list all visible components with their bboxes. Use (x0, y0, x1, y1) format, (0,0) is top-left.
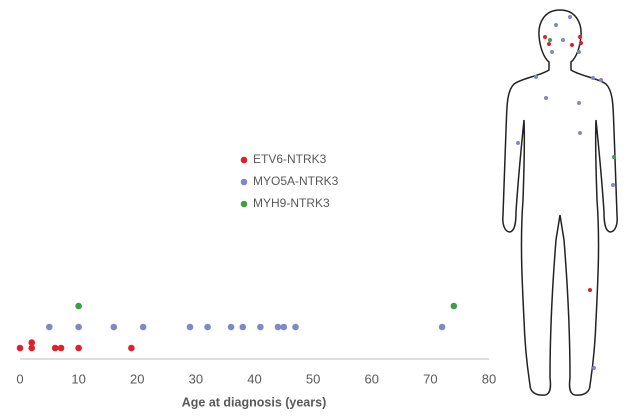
data-point (128, 344, 135, 352)
data-point (227, 323, 235, 331)
body-dots (516, 15, 616, 370)
data-point (239, 323, 247, 331)
data-point (57, 344, 65, 352)
x-tick-label: 0 (16, 371, 23, 386)
data-point (204, 323, 211, 331)
data-point (75, 344, 82, 352)
x-tick-label: 70 (423, 371, 437, 386)
data-point (28, 344, 36, 352)
body-outline (502, 9, 618, 396)
body-dot (578, 35, 582, 39)
x-tick-label: 80 (482, 371, 496, 386)
x-tick-label: 30 (189, 371, 203, 386)
body-dot (534, 75, 538, 79)
data-point (257, 323, 264, 331)
data-point (16, 344, 24, 352)
data-point (280, 323, 288, 331)
legend-swatch (240, 178, 248, 186)
body-dot (516, 141, 520, 145)
body-dot (611, 183, 615, 187)
body-dot (588, 288, 592, 292)
body-dot (591, 76, 595, 80)
body-dot (592, 366, 596, 370)
body-dot (570, 43, 574, 47)
body-dot (599, 78, 603, 82)
x-axis-title: Age at diagnosis (years) (182, 395, 327, 409)
x-tick-label: 10 (71, 371, 85, 386)
data-point (75, 302, 82, 310)
body-dot (544, 96, 548, 100)
x-tick-label: 60 (365, 371, 379, 386)
data-point (274, 323, 282, 331)
body-dot (577, 101, 581, 105)
data-point (186, 323, 194, 331)
data-point (28, 339, 36, 346)
body-dot (543, 35, 547, 39)
x-tick-label: 20 (130, 371, 144, 386)
body-dot (554, 23, 558, 27)
legend-label: ETV6-NTRK3 (253, 152, 327, 166)
legend-swatch (240, 200, 248, 208)
legend-swatch (240, 156, 248, 164)
body-diagram (502, 9, 618, 396)
body-dot (612, 155, 616, 159)
data-point (139, 323, 147, 331)
body-dot (561, 38, 565, 42)
legend-label: MYO5A-NTRK3 (253, 174, 339, 188)
data-point (438, 323, 446, 331)
body-dot (579, 41, 583, 45)
data-point (450, 302, 458, 310)
body-dot (548, 38, 552, 42)
body-dot (578, 131, 582, 135)
data-point (75, 323, 82, 331)
body-dot (568, 15, 572, 19)
x-tick-label: 50 (306, 371, 320, 386)
legend-label: MYH9-NTRK3 (253, 196, 330, 210)
body-dot (550, 50, 554, 54)
body-dot (577, 50, 581, 54)
legend: ETV6-NTRK3 MYO5A-NTRK3 MYH9-NTRK3 (240, 152, 339, 210)
data-point (46, 323, 53, 331)
data-point (51, 344, 59, 352)
body-dot (547, 42, 551, 46)
data-point (110, 323, 118, 331)
data-point (292, 323, 299, 331)
x-tick-label: 40 (247, 371, 261, 386)
